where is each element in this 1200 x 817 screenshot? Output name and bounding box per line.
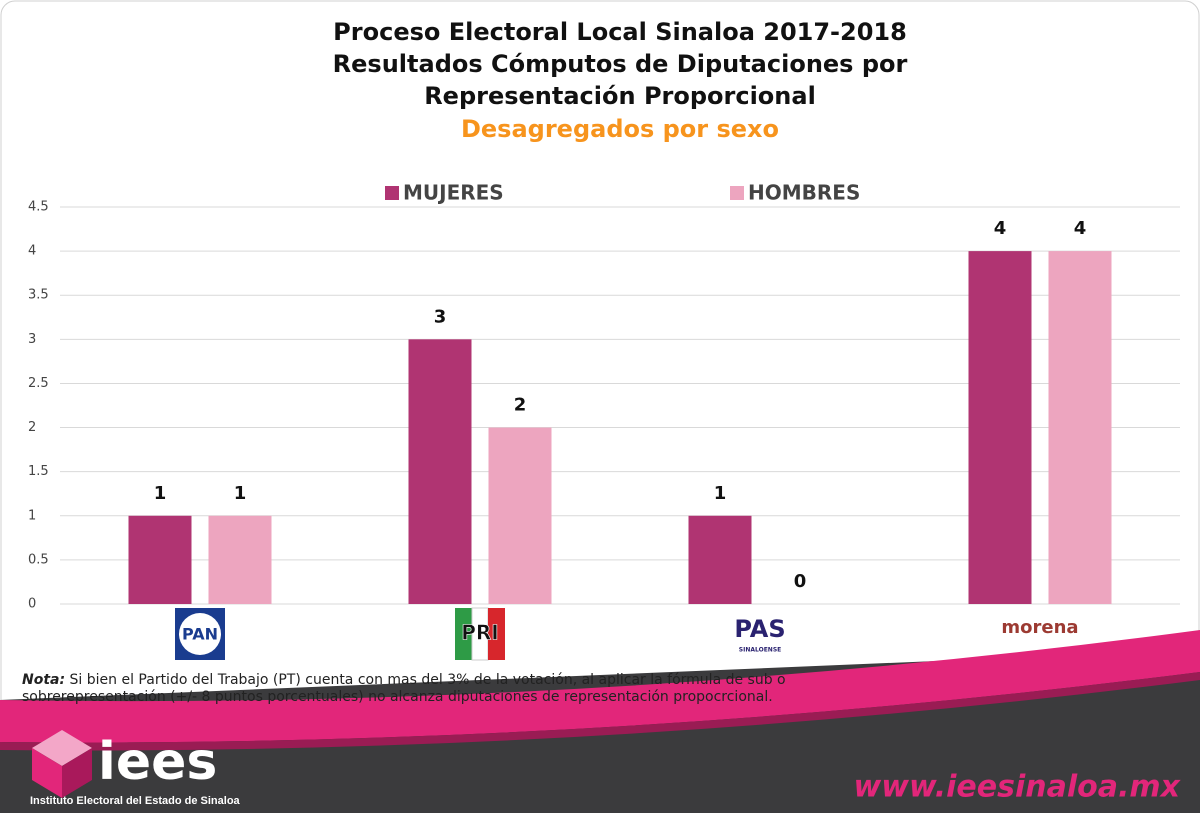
note-label: Nota:	[22, 672, 65, 688]
value-label: 1	[154, 483, 167, 504]
x-tick-label: PAN	[182, 625, 218, 644]
iees-logo-icon	[32, 730, 92, 798]
bar	[128, 515, 192, 604]
y-tick-label: 2	[28, 420, 36, 435]
chart-title: Resultados Cómputos de Diputaciones por	[333, 50, 908, 78]
note-text: sobrerepresentación (+/- 8 puntos porcen…	[22, 689, 773, 705]
logo-red	[488, 608, 505, 660]
legend-label: MUJERES	[403, 181, 504, 205]
note: Nota: Si bien el Partido del Trabajo (PT…	[22, 672, 786, 688]
bar	[688, 515, 752, 604]
value-label: 2	[514, 395, 527, 416]
chart-title: Representación Proporcional	[424, 82, 816, 110]
y-tick-label: 1.5	[28, 464, 49, 479]
chart-title: Proceso Electoral Local Sinaloa 2017-201…	[333, 18, 907, 46]
logo-green	[455, 608, 472, 660]
logo-circle	[179, 613, 221, 655]
bar	[208, 515, 272, 604]
logo-subtext: SINALOENSE	[739, 647, 781, 654]
footer-swoosh	[0, 630, 1200, 743]
legend-label: HOMBRES	[748, 181, 860, 205]
y-tick-label: 4	[28, 244, 36, 259]
value-label: 1	[714, 483, 727, 504]
chart-subtitle: Desagregados por sexo	[461, 115, 779, 143]
bar	[1048, 251, 1112, 604]
bar	[408, 339, 472, 604]
value-label: 4	[1074, 218, 1087, 239]
institute-name: Instituto Electoral del Estado de Sinalo…	[30, 795, 241, 807]
y-tick-label: 0	[28, 597, 36, 612]
bar	[488, 427, 552, 604]
value-label: 4	[994, 218, 1007, 239]
url: www.ieesinaloa.mx	[854, 770, 1182, 805]
y-tick-label: 3.5	[28, 288, 49, 303]
value-label: 0	[794, 571, 807, 592]
y-tick-label: 1	[28, 508, 36, 523]
bar	[968, 251, 1032, 604]
note-text: Si bien el Partido del Trabajo (PT) cuen…	[70, 672, 786, 688]
y-tick-label: 4.5	[28, 200, 49, 215]
x-tick-label: PRI	[461, 621, 499, 645]
iees-logo: iees	[98, 732, 217, 792]
y-tick-label: 3	[28, 332, 36, 347]
y-tick-label: 2.5	[28, 376, 49, 391]
value-label: 3	[434, 306, 447, 327]
legend-swatch	[385, 186, 399, 200]
x-tick-label: morena	[1001, 617, 1078, 638]
x-tick-label: PAS	[734, 615, 785, 643]
y-tick-label: 0.5	[28, 552, 49, 567]
value-label: 1	[234, 483, 247, 504]
footer-swoosh	[0, 672, 1200, 751]
legend-swatch	[730, 186, 744, 200]
